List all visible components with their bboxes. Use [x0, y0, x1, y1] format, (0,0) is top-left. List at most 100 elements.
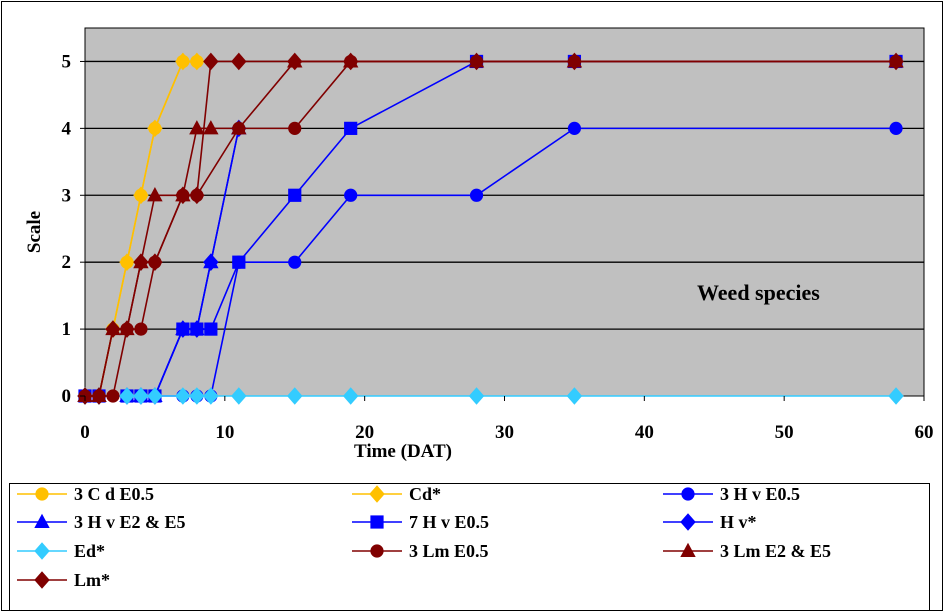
- x-tick-label: 50: [775, 422, 794, 443]
- data-point: [232, 255, 246, 269]
- data-point: [147, 253, 163, 271]
- data-point: [680, 542, 696, 558]
- data-point: [288, 121, 302, 135]
- data-point: [189, 387, 205, 405]
- y-tick-label: 0: [62, 386, 72, 407]
- legend-label: 7 H v E0.5: [409, 512, 489, 532]
- data-point: [133, 186, 149, 205]
- data-point: [175, 186, 191, 205]
- data-point: [567, 121, 582, 135]
- data-point: [189, 52, 205, 71]
- y-tick-label: 3: [62, 185, 72, 206]
- data-point: [370, 515, 384, 529]
- plot-area: [84, 27, 925, 397]
- data-point: [342, 52, 359, 71]
- legend-item: 3 C d E0.5: [17, 484, 154, 504]
- data-point: [888, 387, 904, 405]
- data-point: [889, 121, 903, 135]
- series-layer: [77, 52, 904, 405]
- data-point: [34, 571, 50, 589]
- legend-item: 3 H v E2 & E5: [17, 512, 186, 532]
- data-point: [34, 542, 50, 560]
- legend-label: 3 Lm E0.5: [409, 541, 489, 561]
- data-point: [231, 52, 247, 71]
- data-point: [147, 387, 163, 405]
- data-point: [469, 188, 484, 202]
- legend-label: Cd*: [409, 484, 441, 504]
- x-tick-label: 30: [495, 422, 514, 443]
- x-tick-label: 10: [215, 422, 234, 443]
- chart-annotation: Weed species: [697, 280, 820, 305]
- legend-item: H v*: [663, 512, 757, 532]
- data-point: [189, 320, 205, 338]
- legend-item: 3 Lm E2 & E5: [663, 541, 831, 561]
- data-point: [231, 120, 247, 135]
- data-point: [147, 187, 163, 202]
- data-point: [91, 387, 107, 405]
- data-point: [35, 487, 49, 501]
- data-point: [106, 389, 120, 403]
- data-point: [34, 513, 50, 529]
- legend-label: 3 Lm E2 & E5: [720, 541, 831, 561]
- data-point: [119, 387, 135, 405]
- data-point: [288, 255, 302, 269]
- data-point: [203, 120, 219, 135]
- data-point: [189, 120, 205, 135]
- data-point: [119, 320, 135, 338]
- y-axis-label: Scale: [24, 211, 45, 253]
- data-point: [231, 387, 247, 405]
- data-point: [203, 52, 219, 71]
- data-point: [175, 387, 191, 405]
- legend-label: Lm*: [74, 570, 110, 590]
- legend-item: 3 Lm E0.5: [352, 541, 489, 561]
- legend-item: Ed*: [17, 541, 105, 561]
- data-point: [468, 387, 485, 405]
- data-point: [680, 513, 696, 531]
- data-point: [681, 487, 695, 501]
- data-point: [344, 121, 358, 135]
- series-6: [77, 387, 904, 405]
- legend-label: H v*: [720, 512, 757, 532]
- data-point: [203, 253, 219, 271]
- x-tick-label: 0: [80, 422, 90, 443]
- data-point: [369, 485, 385, 503]
- y-tick-label: 2: [62, 252, 72, 273]
- data-point: [288, 188, 302, 202]
- data-point: [175, 52, 191, 71]
- x-tick-label: 60: [915, 422, 934, 443]
- data-point: [370, 544, 384, 558]
- x-tick-label: 40: [635, 422, 654, 443]
- data-point: [566, 52, 583, 71]
- legend-label: 3 H v E0.5: [720, 484, 800, 504]
- legend-label: 3 C d E0.5: [74, 484, 154, 504]
- data-point: [287, 52, 303, 71]
- data-point: [105, 320, 121, 338]
- legend-item: Cd*: [352, 484, 441, 504]
- legend: 3 C d E0.5 Cd* 3 H v E0.5 3 H v E2 & E5 7 H …: [9, 483, 930, 611]
- data-point: [566, 387, 583, 405]
- data-point: [189, 186, 205, 205]
- data-point: [468, 52, 485, 71]
- legend-item: Lm*: [17, 570, 110, 590]
- data-point: [203, 387, 219, 405]
- y-tick-label: 4: [62, 118, 72, 139]
- data-point: [287, 387, 303, 405]
- data-point: [133, 387, 149, 405]
- data-point: [342, 387, 359, 405]
- legend-item: 7 H v E0.5: [352, 512, 489, 532]
- x-axis-label: Time (DAT): [354, 441, 452, 462]
- data-point: [344, 188, 358, 202]
- data-point: [888, 52, 904, 71]
- data-point: [175, 320, 191, 338]
- series-9: [77, 52, 904, 405]
- data-point: [147, 119, 163, 138]
- legend-item: 3 H v E0.5: [663, 484, 800, 504]
- data-point: [204, 322, 218, 336]
- data-point: [134, 322, 148, 336]
- y-tick-label: 1: [62, 319, 72, 340]
- data-point: [119, 253, 135, 271]
- legend-label: 3 H v E2 & E5: [74, 512, 186, 532]
- y-tick-label: 5: [62, 51, 72, 72]
